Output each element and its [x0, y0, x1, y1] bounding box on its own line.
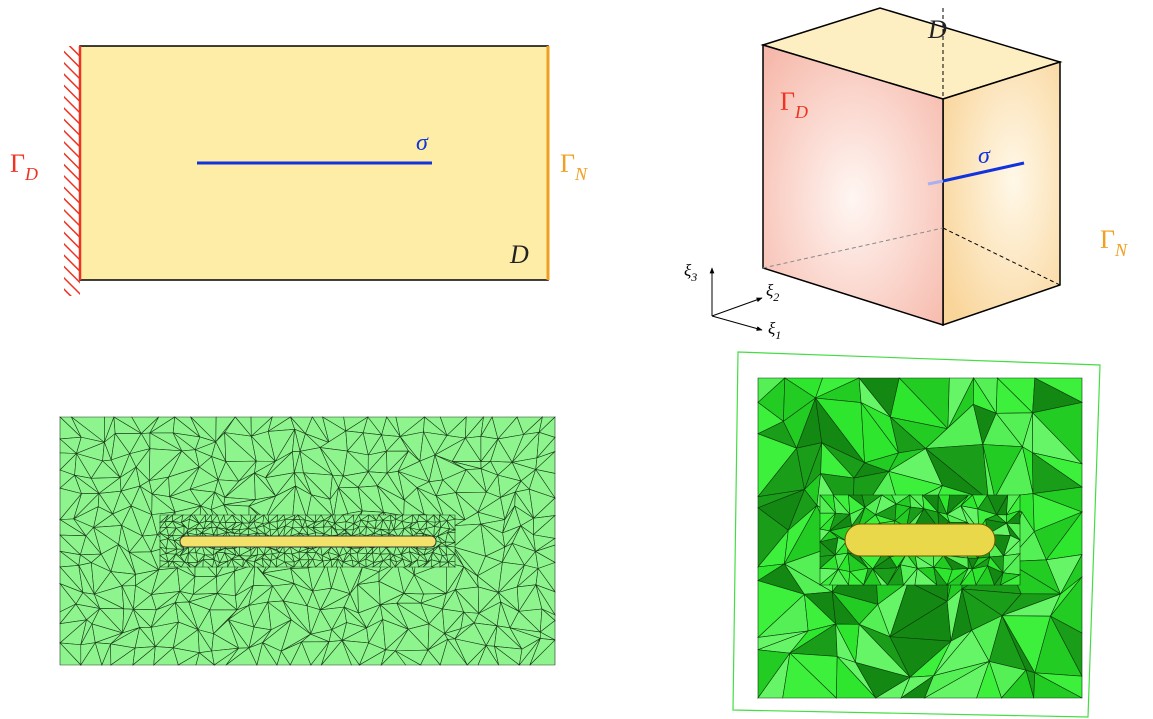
domain-label: D: [509, 240, 529, 269]
clamped-wall: [64, 46, 80, 296]
axis-label: ξ1: [768, 319, 781, 342]
dirichlet-label: ΓD: [10, 149, 38, 184]
axis-label: ξ2: [766, 281, 779, 304]
crack-label: σ: [978, 143, 991, 169]
axis-label: ξ3: [684, 261, 697, 284]
figure: σ ΓD ΓN D σ D ΓD ΓN ξ3 ξ2 ξ1: [0, 0, 1153, 719]
axis-arrow: [712, 316, 762, 330]
cube-right: [943, 62, 1060, 325]
neumann-label: ΓN: [560, 149, 588, 184]
axis-arrow: [712, 298, 762, 316]
mesh-3d: [758, 378, 1082, 698]
neumann-label: ΓN: [1100, 225, 1128, 260]
domain-3d: σ D ΓD ΓN ξ3 ξ2 ξ1: [684, 8, 1128, 342]
domain-label: D: [927, 15, 947, 44]
crack-label: σ: [416, 130, 429, 156]
crack-inclusion: [845, 524, 995, 556]
domain-2d: σ ΓD ΓN D: [10, 46, 588, 296]
crack-inclusion: [180, 536, 436, 547]
mesh-2d: [60, 417, 555, 665]
